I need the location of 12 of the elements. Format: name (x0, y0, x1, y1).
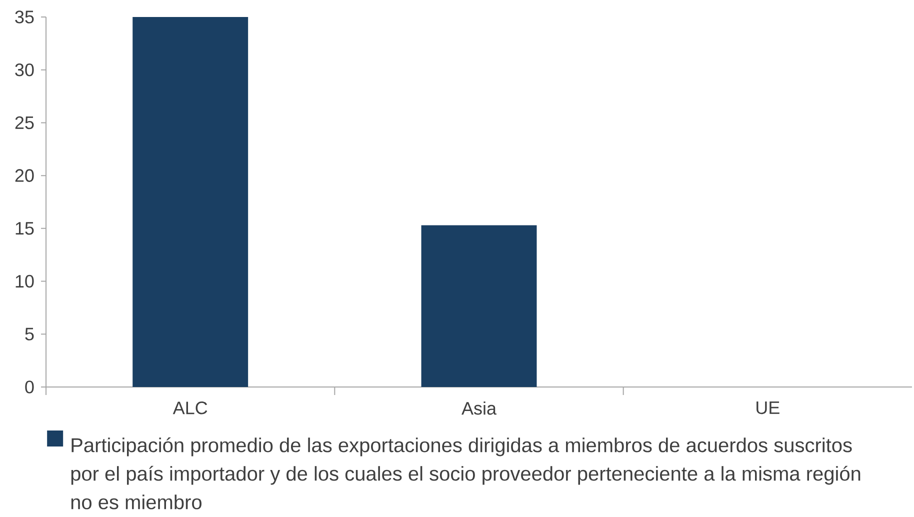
y-tick-label: 15 (16, 222, 34, 235)
y-tick-label: 5 (25, 328, 34, 340)
legend-label: Participación promedio de las exportaciones dirigidas a miembros de acuerdos suscritos por el país importador y de los cuales el socio proveedor perteneciente a la misma región no es miembro (71, 437, 860, 510)
x-tick-label: Asia (462, 402, 496, 415)
x-tick-label: ALC (172, 402, 208, 414)
y-tick-label: 30 (15, 63, 34, 76)
y-tick-label: 0 (25, 380, 34, 394)
y-tick-label: 35 (15, 10, 34, 24)
y-tick-label: 25 (15, 116, 34, 130)
y-tick-label: 10 (16, 274, 34, 288)
x-tick-label: UE (756, 402, 780, 414)
y-tick-label: 20 (15, 169, 34, 182)
